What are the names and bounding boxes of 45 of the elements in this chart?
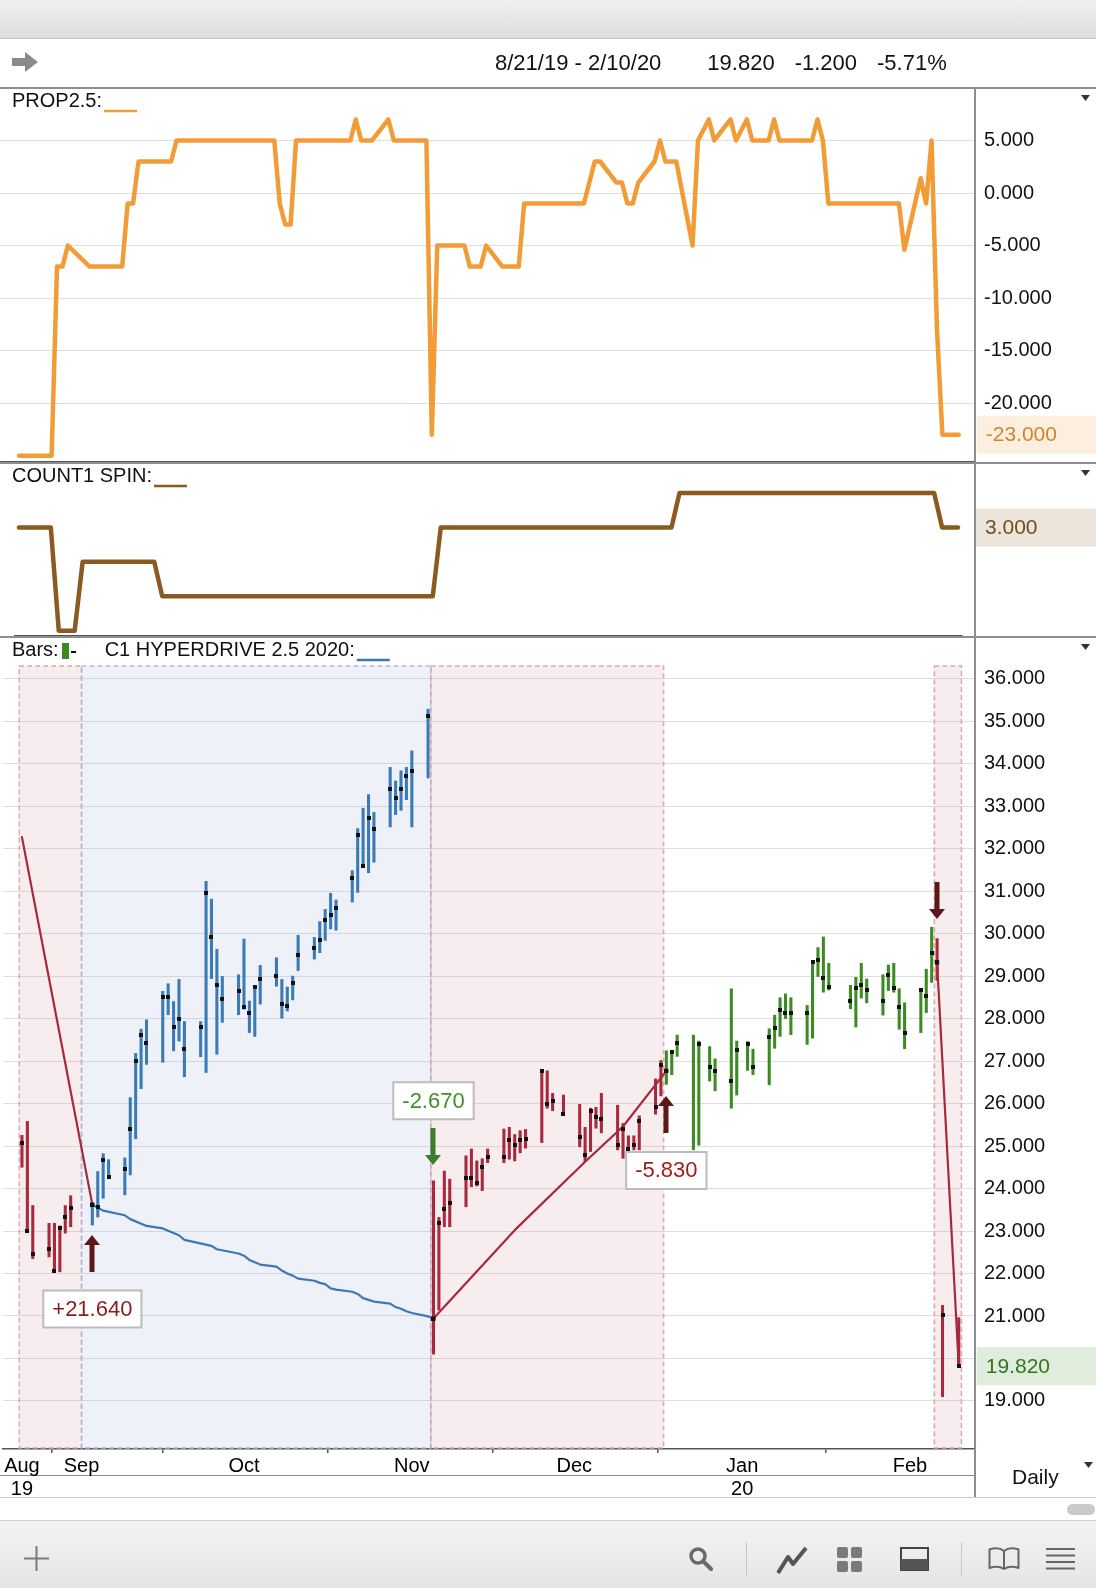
x-tick-label: Nov: [394, 1454, 430, 1477]
x-tick-label: Oct: [228, 1454, 260, 1477]
y-tick-label: 24.000: [984, 1176, 1046, 1199]
annotation: +21.640: [52, 1296, 133, 1322]
legend-label: Bars:: [12, 638, 59, 661]
annotation: -5.830: [635, 1157, 698, 1183]
x-tick-label: Dec: [556, 1454, 593, 1477]
annotation: -2.670: [402, 1087, 465, 1113]
text: 19.820: [707, 50, 775, 76]
y-tick-label: 34.000: [984, 751, 1046, 774]
x-tick-label: Feb: [892, 1454, 928, 1477]
y-tick-label: 23.000: [984, 1218, 1046, 1241]
y-tick-label: 25.000: [984, 1133, 1046, 1156]
y-tick-label: 35.000: [984, 708, 1046, 731]
y-tick-label: -5.000: [984, 233, 1041, 256]
y-tick-label: 29.000: [984, 963, 1046, 986]
chart-title: 8/21/19 - 2/10/20: [495, 50, 662, 76]
x-tick-label: Jan 20: [726, 1454, 759, 1500]
y-tick-label: 19.000: [984, 1388, 1046, 1411]
text: -1.200: [794, 50, 858, 76]
y-tick-label: 0.000: [984, 180, 1035, 203]
y-tick-label: 36.000: [984, 666, 1046, 689]
legend-label: PROP2.5:: [12, 89, 103, 112]
text: 3.000: [985, 515, 1038, 539]
y-tick-label: -10.000: [984, 285, 1052, 308]
y-tick-label: 33.000: [984, 793, 1046, 816]
x-tick-label: Sep: [63, 1454, 100, 1477]
y-tick-label: 21.000: [984, 1303, 1046, 1326]
y-tick-label: -20.000: [984, 390, 1052, 413]
legend-label: C1 HYPERDRIVE 2.5 2020:: [104, 638, 355, 661]
annotation: 19.820: [985, 1353, 1050, 1377]
y-tick-label: 26.000: [984, 1091, 1046, 1114]
text: Daily: [1012, 1464, 1059, 1489]
text: -5.71%: [877, 50, 947, 76]
annotation: -23.000: [985, 422, 1057, 446]
y-tick-label: 22.000: [984, 1261, 1046, 1284]
y-tick-label: 32.000: [984, 836, 1046, 859]
legend-label: COUNT1 SPIN:: [12, 464, 153, 487]
y-tick-label: 5.000: [984, 128, 1035, 150]
y-tick-label: -15.000: [984, 338, 1052, 361]
y-tick-label: 27.000: [984, 1048, 1046, 1071]
x-tick-label: Aug 19: [4, 1454, 40, 1500]
y-tick-label: 30.000: [984, 921, 1046, 944]
y-tick-label: 28.000: [984, 1006, 1046, 1029]
y-tick-label: 31.000: [984, 878, 1046, 901]
